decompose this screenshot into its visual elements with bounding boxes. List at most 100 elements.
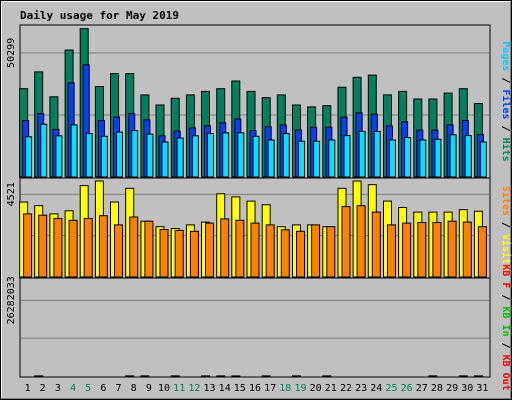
panel-kb-out-in-ytick-label: 26282033 — [6, 276, 17, 324]
bar-sites-5 — [83, 218, 93, 278]
x-label-day-27: 27 — [416, 383, 428, 394]
bar-sites-8 — [129, 216, 139, 278]
bar-sites-30 — [462, 221, 472, 278]
x-label-day-19: 19 — [294, 383, 306, 394]
bar-pages-14 — [222, 132, 230, 178]
bar-pages-10 — [161, 141, 169, 178]
bar-sites-25 — [387, 224, 396, 278]
bar-pages-16 — [252, 135, 260, 178]
bar-sites-23 — [356, 205, 366, 278]
bar-sites-6 — [98, 215, 108, 278]
bar-sites-26 — [402, 222, 412, 278]
legend-item-kb-f: KB F — [500, 264, 511, 288]
bar-pages-18 — [282, 133, 290, 178]
bar-pages-13 — [207, 133, 214, 178]
legend-separator: / — [500, 288, 511, 306]
bar-sites-29 — [447, 220, 457, 278]
bar-pages-27 — [419, 139, 427, 178]
x-label-day-12: 12 — [188, 383, 200, 394]
bar-pages-28 — [434, 138, 442, 178]
bar-sites-13 — [205, 222, 214, 278]
bar-sites-27 — [417, 222, 427, 278]
legend-item-sites: Sites — [500, 186, 512, 216]
panel-kb-out-in: 26282033 KB F / KB In / KB Out — [6, 264, 511, 390]
x-label-day-25: 25 — [385, 383, 397, 394]
panel-visits-sites-legend: Sites / Visits — [500, 186, 512, 270]
panel-hits-files-pages: 50299 Pages / Files / Hits — [6, 24, 512, 179]
bar-sites-7 — [114, 224, 123, 278]
x-label-day-16: 16 — [249, 383, 261, 394]
bar-sites-10 — [159, 229, 169, 278]
bar-sites-4 — [68, 219, 78, 278]
x-label-day-5: 5 — [85, 383, 91, 394]
x-label-day-13: 13 — [203, 383, 215, 394]
x-label-day-2: 2 — [40, 383, 46, 394]
x-label-day-14: 14 — [219, 383, 231, 394]
bar-sites-12 — [189, 230, 199, 278]
panel-hits-files-pages-ytick-label: 50299 — [6, 38, 17, 68]
x-label-day-28: 28 — [431, 383, 443, 394]
bar-pages-21 — [328, 139, 336, 178]
bar-pages-11 — [176, 137, 184, 178]
x-label-day-9: 9 — [146, 383, 152, 394]
chart-title: Daily usage for May 2019 — [20, 9, 179, 22]
bar-sites-31 — [477, 226, 487, 278]
bar-sites-22 — [341, 206, 351, 278]
x-label-day-6: 6 — [100, 383, 106, 394]
bar-pages-7 — [116, 131, 123, 178]
bar-pages-15 — [237, 132, 245, 178]
legend-item-pages: Pages — [500, 41, 511, 71]
legend-item-kb-out: KB Out — [500, 355, 511, 391]
bar-sites-15 — [235, 219, 245, 278]
bar-sites-28 — [432, 222, 442, 278]
bar-sites-1 — [23, 213, 33, 278]
bar-pages-23 — [358, 130, 366, 178]
legend-item-visits: Visits — [500, 234, 512, 270]
bar-pages-8 — [131, 130, 139, 178]
bar-pages-26 — [404, 137, 412, 178]
panel-visits-sites-ytick-label: 4521 — [6, 182, 17, 206]
bar-pages-22 — [343, 135, 351, 178]
x-label-day-31: 31 — [476, 383, 488, 394]
bar-pages-17 — [267, 139, 275, 178]
bar-pages-4 — [70, 124, 78, 178]
bar-pages-30 — [464, 135, 472, 178]
bar-sites-9 — [144, 220, 154, 278]
bar-pages-3 — [55, 135, 63, 178]
x-label-day-3: 3 — [55, 383, 61, 394]
x-label-day-17: 17 — [264, 383, 276, 394]
x-label-day-15: 15 — [234, 383, 246, 394]
panel-kb-out-in-plot-area — [19, 277, 491, 378]
x-label-day-26: 26 — [401, 383, 413, 394]
x-label-day-21: 21 — [325, 383, 337, 394]
bar-pages-24 — [373, 130, 381, 178]
x-label-day-1: 1 — [25, 383, 31, 394]
x-label-day-20: 20 — [310, 383, 322, 394]
bar-pages-19 — [298, 140, 305, 178]
bar-sites-2 — [38, 214, 48, 278]
bar-pages-12 — [191, 135, 199, 178]
panel-kb-out-in-legend: KB F / KB In / KB Out — [500, 264, 511, 390]
x-label-day-10: 10 — [158, 383, 170, 394]
bar-sites-21 — [326, 226, 336, 278]
legend-separator: / — [500, 216, 511, 234]
legend-separator: / — [500, 71, 511, 89]
bar-sites-16 — [250, 222, 260, 278]
bar-pages-2 — [40, 123, 48, 178]
bar-sites-24 — [371, 211, 381, 278]
legend-item-hits: Hits — [500, 138, 512, 162]
bar-sites-18 — [280, 229, 290, 278]
legend-separator: / — [500, 337, 511, 355]
bar-pages-20 — [313, 140, 321, 178]
x-label-day-22: 22 — [340, 383, 352, 394]
bar-sites-20 — [311, 224, 321, 278]
bar-sites-3 — [53, 218, 63, 278]
x-label-day-29: 29 — [446, 383, 458, 394]
chart-panels: 50299 Pages / Files / Hits 4521 Sites / Vis… — [6, 24, 512, 391]
bar-sites-19 — [296, 230, 305, 278]
panel-hits-files-pages-legend: Pages / Files / Hits — [500, 41, 512, 161]
x-label-day-7: 7 — [115, 383, 121, 394]
bar-pages-5 — [85, 133, 93, 178]
